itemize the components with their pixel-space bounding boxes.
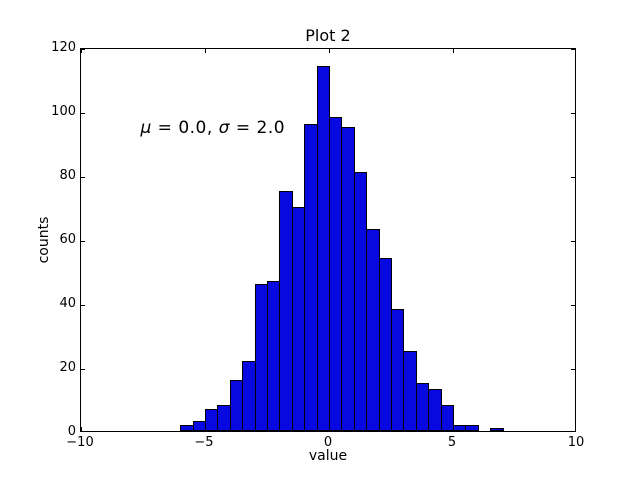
histogram-bar (490, 428, 504, 431)
y-tick-right (571, 241, 575, 242)
y-tick-left (81, 113, 85, 114)
histogram-bar (279, 191, 293, 431)
sigma-symbol: σ (218, 118, 230, 138)
histogram-bar (217, 405, 231, 431)
x-tick-bottom (575, 427, 576, 431)
x-tick-top (329, 49, 330, 53)
y-tick-left (81, 369, 85, 370)
y-tick-label: 100 (51, 104, 76, 119)
x-tick-label: 10 (567, 435, 585, 450)
y-tick-right (571, 49, 575, 50)
y-tick-right (571, 113, 575, 114)
x-tick-label: −5 (194, 435, 214, 450)
x-axis-label: value (308, 448, 348, 464)
x-tick-label: 0 (323, 435, 333, 450)
histogram-bar (403, 351, 417, 431)
x-tick-bottom (81, 427, 82, 431)
x-tick-label: −10 (66, 435, 94, 450)
y-axis-label: counts (36, 216, 52, 264)
y-tick-label: 40 (59, 296, 76, 311)
y-tick-left (81, 431, 85, 432)
histogram-bar (341, 127, 355, 431)
x-tick-top (81, 49, 82, 53)
y-tick-left (81, 177, 85, 178)
y-tick-right (571, 177, 575, 178)
y-tick-label: 0 (67, 424, 76, 439)
x-tick-bottom (453, 427, 454, 431)
y-tick-label: 120 (51, 40, 76, 55)
x-tick-label: 5 (447, 435, 457, 450)
mu-symbol: μ (140, 118, 152, 138)
x-tick-bottom (205, 427, 206, 431)
y-tick-right (571, 431, 575, 432)
y-tick-right (571, 369, 575, 370)
x-tick-top (575, 49, 576, 53)
y-tick-label: 80 (59, 168, 76, 183)
y-tick-label: 60 (59, 232, 76, 247)
histogram-bar (441, 405, 454, 431)
plot-area: μ = 0.0, σ = 2.0 (80, 48, 576, 432)
sigma-value-text: = 2.0 (229, 118, 286, 138)
x-tick-top (453, 49, 454, 53)
histogram-bar (366, 229, 380, 431)
x-tick-top (205, 49, 206, 53)
histogram-bar (428, 389, 442, 431)
stats-annotation: μ = 0.0, σ = 2.0 (105, 98, 285, 158)
histogram-bar (180, 425, 194, 431)
y-tick-left (81, 241, 85, 242)
histogram-bar (465, 425, 479, 431)
y-tick-left (81, 49, 85, 50)
plot-title: Plot 2 (305, 26, 351, 45)
y-tick-label: 20 (59, 360, 76, 375)
histogram-bar (304, 124, 318, 431)
y-tick-right (571, 305, 575, 306)
x-tick-bottom (329, 427, 330, 431)
histogram-bar (242, 361, 256, 431)
mu-value-text: = 0.0, (151, 118, 219, 138)
y-tick-left (81, 305, 85, 306)
